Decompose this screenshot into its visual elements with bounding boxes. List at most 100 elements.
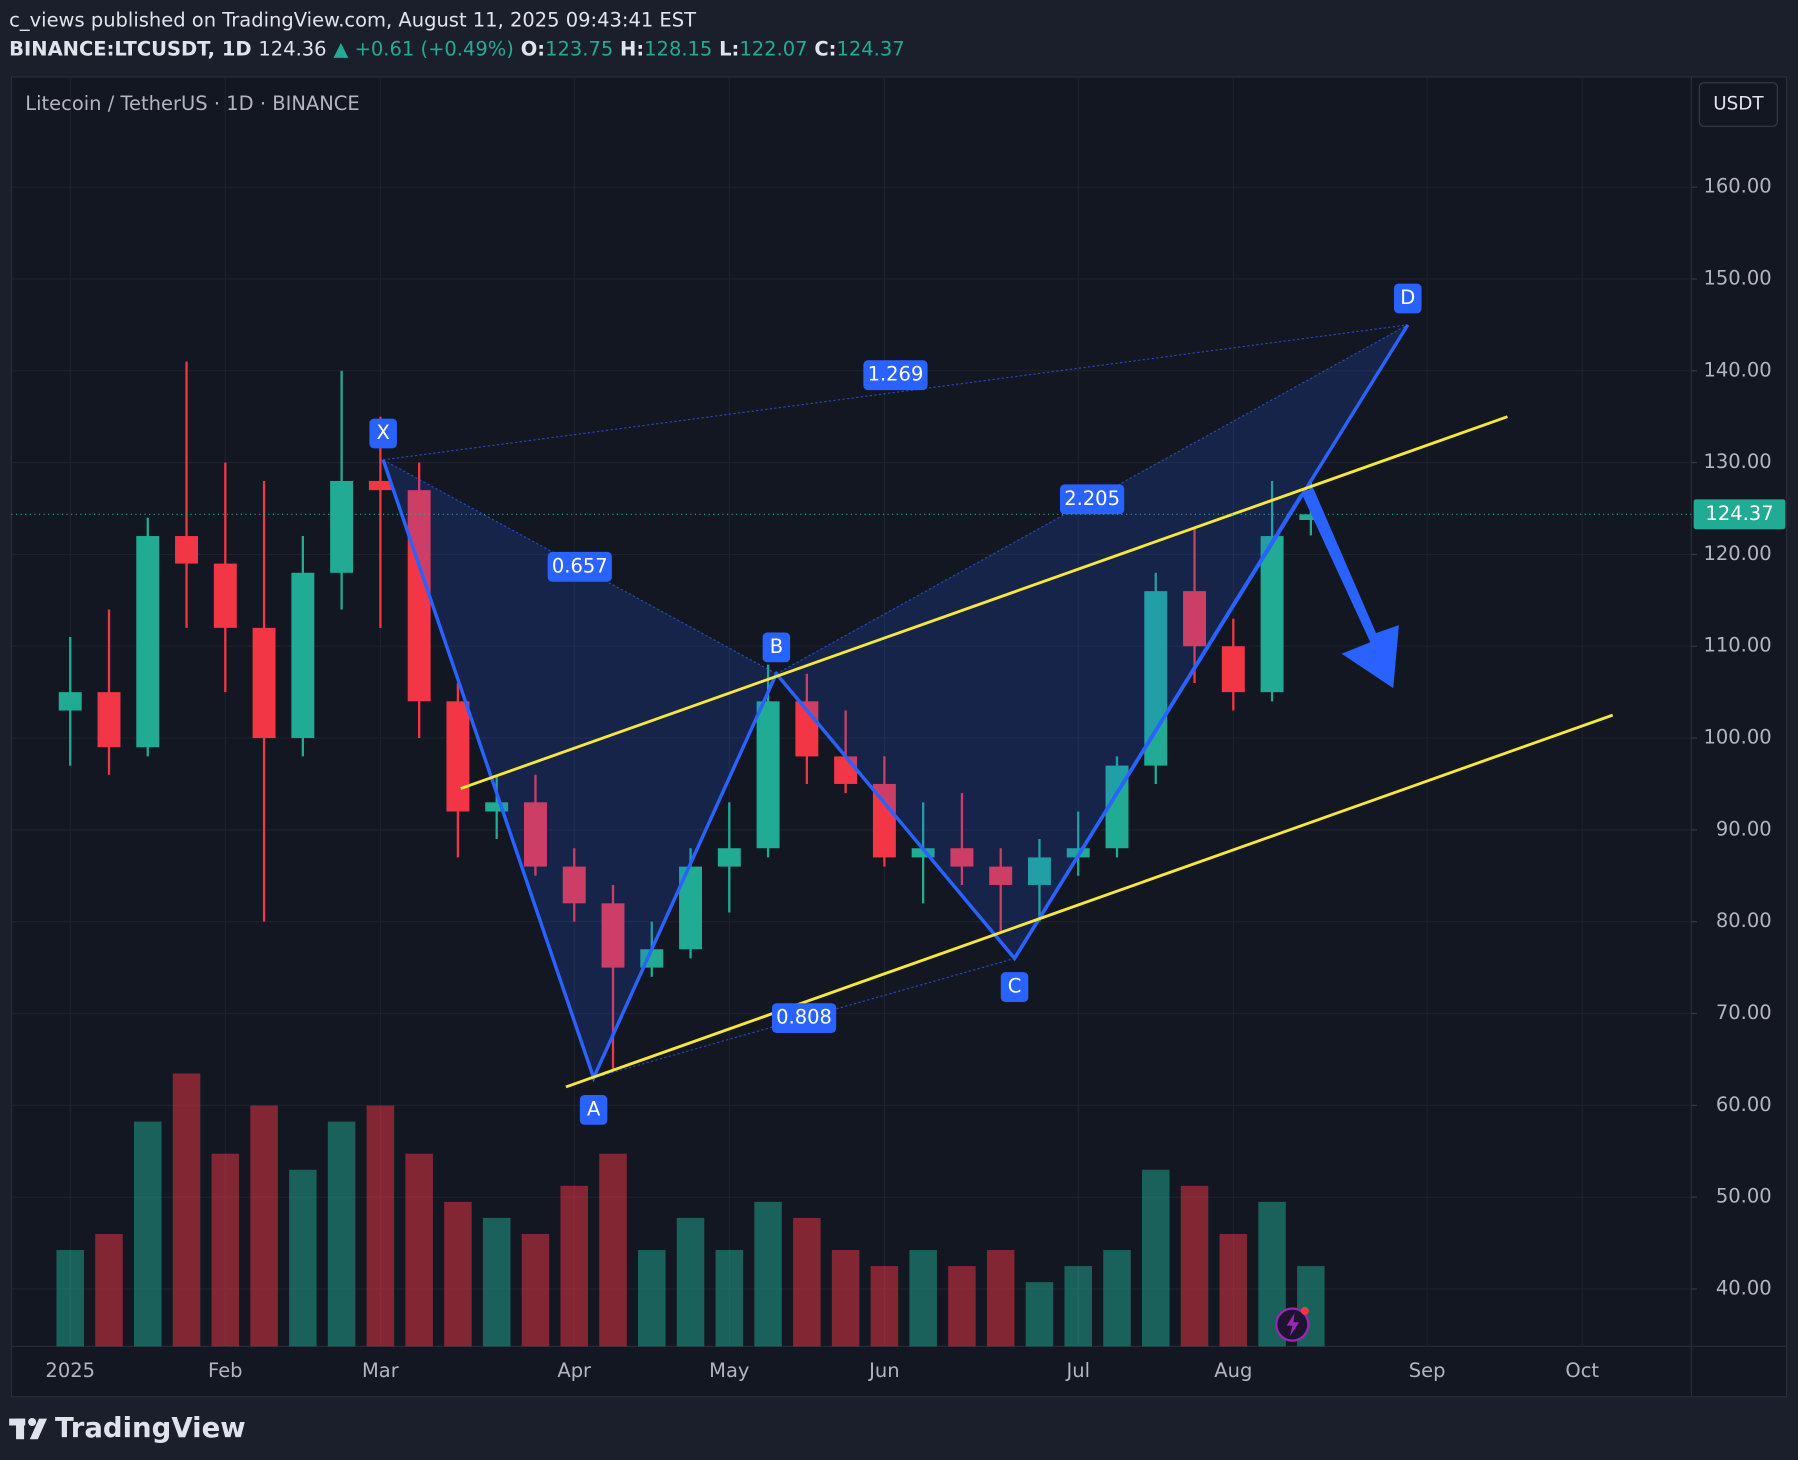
candle-body <box>213 563 237 628</box>
x-tick-label: Jul <box>1064 1359 1090 1382</box>
candle-body <box>1260 536 1284 693</box>
ratio-label: 0.657 <box>552 554 608 577</box>
x-tick-label: Mar <box>362 1359 400 1382</box>
volume-bar <box>986 1250 1015 1347</box>
overlay: X A B C D 0.657 1.269 2.205 0.808 <box>369 283 1614 1125</box>
candle-body <box>291 572 315 739</box>
c-value: 124.37 <box>836 37 904 60</box>
ratio-line <box>382 459 777 675</box>
ratio-label: 1.269 <box>868 363 924 386</box>
point-label-box <box>1394 283 1422 314</box>
ratio-label: 2.205 <box>1064 487 1120 510</box>
volume-bar <box>676 1217 705 1347</box>
change: ▲ +0.61 (+0.49%) <box>333 37 514 60</box>
ratio-line <box>776 324 1409 675</box>
volume-bar <box>1180 1185 1209 1347</box>
candle-body <box>717 848 741 867</box>
candle-body <box>446 701 470 812</box>
currency[interactable]: USDT <box>1713 93 1764 114</box>
axes: 40.00 50.00 60.00 70.00 80.00 90.00 100.00 110.… <box>11 175 1786 1382</box>
x-tick-label: 2025 <box>45 1359 95 1382</box>
candle-body <box>1183 591 1207 647</box>
volume-bar <box>831 1250 860 1347</box>
y-tick-label: 80.00 <box>1716 909 1772 932</box>
x-tick-label: Jun <box>867 1359 899 1382</box>
ratio-label-box <box>1059 484 1125 515</box>
h-label: H: <box>620 37 644 60</box>
candle-body <box>368 480 392 491</box>
currency-button[interactable] <box>1698 82 1778 127</box>
xab-fill <box>383 459 777 1078</box>
volume-bar <box>870 1266 899 1347</box>
candle-body <box>562 866 586 904</box>
o-value: 123.75 <box>545 37 613 60</box>
y-tick-label: 60.00 <box>1716 1093 1772 1116</box>
y-tick-label: 100.00 <box>1703 726 1771 749</box>
candle-body <box>1027 857 1051 885</box>
volume-bar <box>754 1201 782 1347</box>
point-label: C <box>1008 975 1022 998</box>
alert-icon <box>1286 1313 1300 1337</box>
candle-body <box>989 866 1013 885</box>
candle-body <box>58 692 82 711</box>
candle-body <box>97 692 121 748</box>
y-tick-label: 90.00 <box>1716 817 1772 840</box>
symbol: BINANCE:LTCUSDT, 1D <box>9 37 251 60</box>
volume-bar <box>327 1121 356 1347</box>
point-label: A <box>587 1097 601 1120</box>
volume-bar <box>638 1250 666 1347</box>
volume-bar <box>1064 1266 1092 1347</box>
candle-body <box>601 903 625 968</box>
candle-body <box>1221 646 1245 693</box>
volume-bar <box>211 1153 240 1347</box>
ratio-label: 0.808 <box>776 1006 832 1029</box>
point-label-box <box>369 418 397 449</box>
candle-body <box>407 490 431 702</box>
point-label: B <box>770 635 783 658</box>
y-tick-label: 50.00 <box>1716 1185 1772 1208</box>
channel-line <box>565 713 1614 1089</box>
volume-bar <box>715 1250 744 1347</box>
x-tick-label: Apr <box>557 1359 592 1382</box>
current-leg <box>1013 493 1303 960</box>
candle-body <box>911 848 935 858</box>
candle-body <box>756 701 780 849</box>
volume-bar <box>366 1105 395 1347</box>
candles <box>58 361 1323 1069</box>
c-label: C: <box>814 37 836 60</box>
x-tick-label: Feb <box>208 1359 242 1382</box>
volume-bar <box>599 1153 627 1347</box>
logo-icon <box>9 1418 48 1440</box>
bcd-fill <box>776 324 1408 959</box>
ratio-label-box <box>863 360 928 391</box>
l-label: L: <box>719 37 739 60</box>
o-label: O: <box>521 37 545 60</box>
volume-bar <box>95 1233 123 1347</box>
volume-bar <box>444 1201 472 1347</box>
volume-bar <box>909 1250 937 1347</box>
candle-body <box>136 536 160 748</box>
alert-dot <box>1300 1306 1309 1315</box>
last-price-box <box>1693 499 1786 530</box>
volume-bar <box>521 1233 550 1347</box>
y-tick-label: 140.00 <box>1703 358 1771 381</box>
candle-body <box>679 866 703 950</box>
point-label-box <box>762 632 791 663</box>
y-tick-label: 40.00 <box>1716 1276 1772 1299</box>
volume-bar <box>1219 1233 1248 1347</box>
candle-body <box>252 627 276 739</box>
x-tick-label: May <box>709 1359 749 1382</box>
candle-body <box>485 802 509 812</box>
candle-body <box>872 783 896 858</box>
volume-bar <box>1103 1250 1131 1347</box>
candle-body <box>330 480 354 573</box>
volume-bar <box>172 1073 201 1347</box>
logo: TradingView <box>55 1412 246 1444</box>
down-arrow <box>1301 487 1399 689</box>
volume-bar <box>1142 1169 1170 1347</box>
candle-body <box>950 848 974 867</box>
channel-line <box>460 415 1508 790</box>
volume-bar <box>134 1121 162 1347</box>
x-tick-label: Sep <box>1409 1359 1446 1382</box>
